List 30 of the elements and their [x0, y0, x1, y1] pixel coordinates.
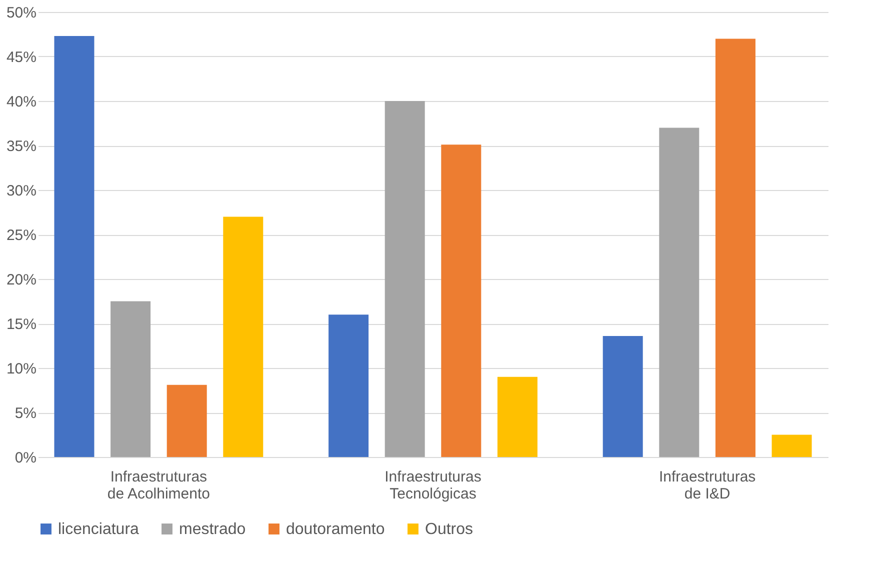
y-tick-label: 10%: [6, 360, 36, 378]
y-tick-label: 40%: [6, 94, 36, 110]
bar: [715, 38, 756, 457]
legend-label: licenciatura: [58, 521, 140, 538]
bar: [166, 384, 207, 457]
bar: [110, 301, 151, 457]
y-tick-label: 30%: [6, 182, 36, 200]
bar: [602, 336, 643, 457]
legend-label: mestrado: [179, 521, 246, 538]
legend-label: doutoramento: [286, 521, 385, 538]
bar: [328, 314, 369, 457]
y-tick-label: 50%: [6, 4, 36, 22]
x-tick-label: Infraestruturas Tecnológicas: [384, 468, 482, 502]
bar: [772, 434, 812, 457]
bar: [54, 36, 94, 457]
y-tick-label: 45%: [6, 49, 36, 66]
y-tick-label: 5%: [14, 405, 36, 422]
x-tick-label: Infraestruturas de I&D: [658, 468, 756, 502]
bar: [384, 101, 425, 457]
y-tick-label: 25%: [6, 227, 36, 244]
y-tick-label: 0%: [14, 450, 36, 466]
y-tick-label: 15%: [6, 316, 36, 333]
bar: [223, 216, 264, 457]
x-tick-label: Infraestruturas de Acolhimento: [107, 468, 210, 502]
bar: [441, 144, 482, 457]
y-tick-label: 20%: [6, 272, 36, 288]
bar: [659, 128, 700, 457]
y-tick-label: 35%: [6, 138, 36, 155]
bar: [497, 376, 538, 457]
legend-label: Outros: [425, 521, 474, 538]
